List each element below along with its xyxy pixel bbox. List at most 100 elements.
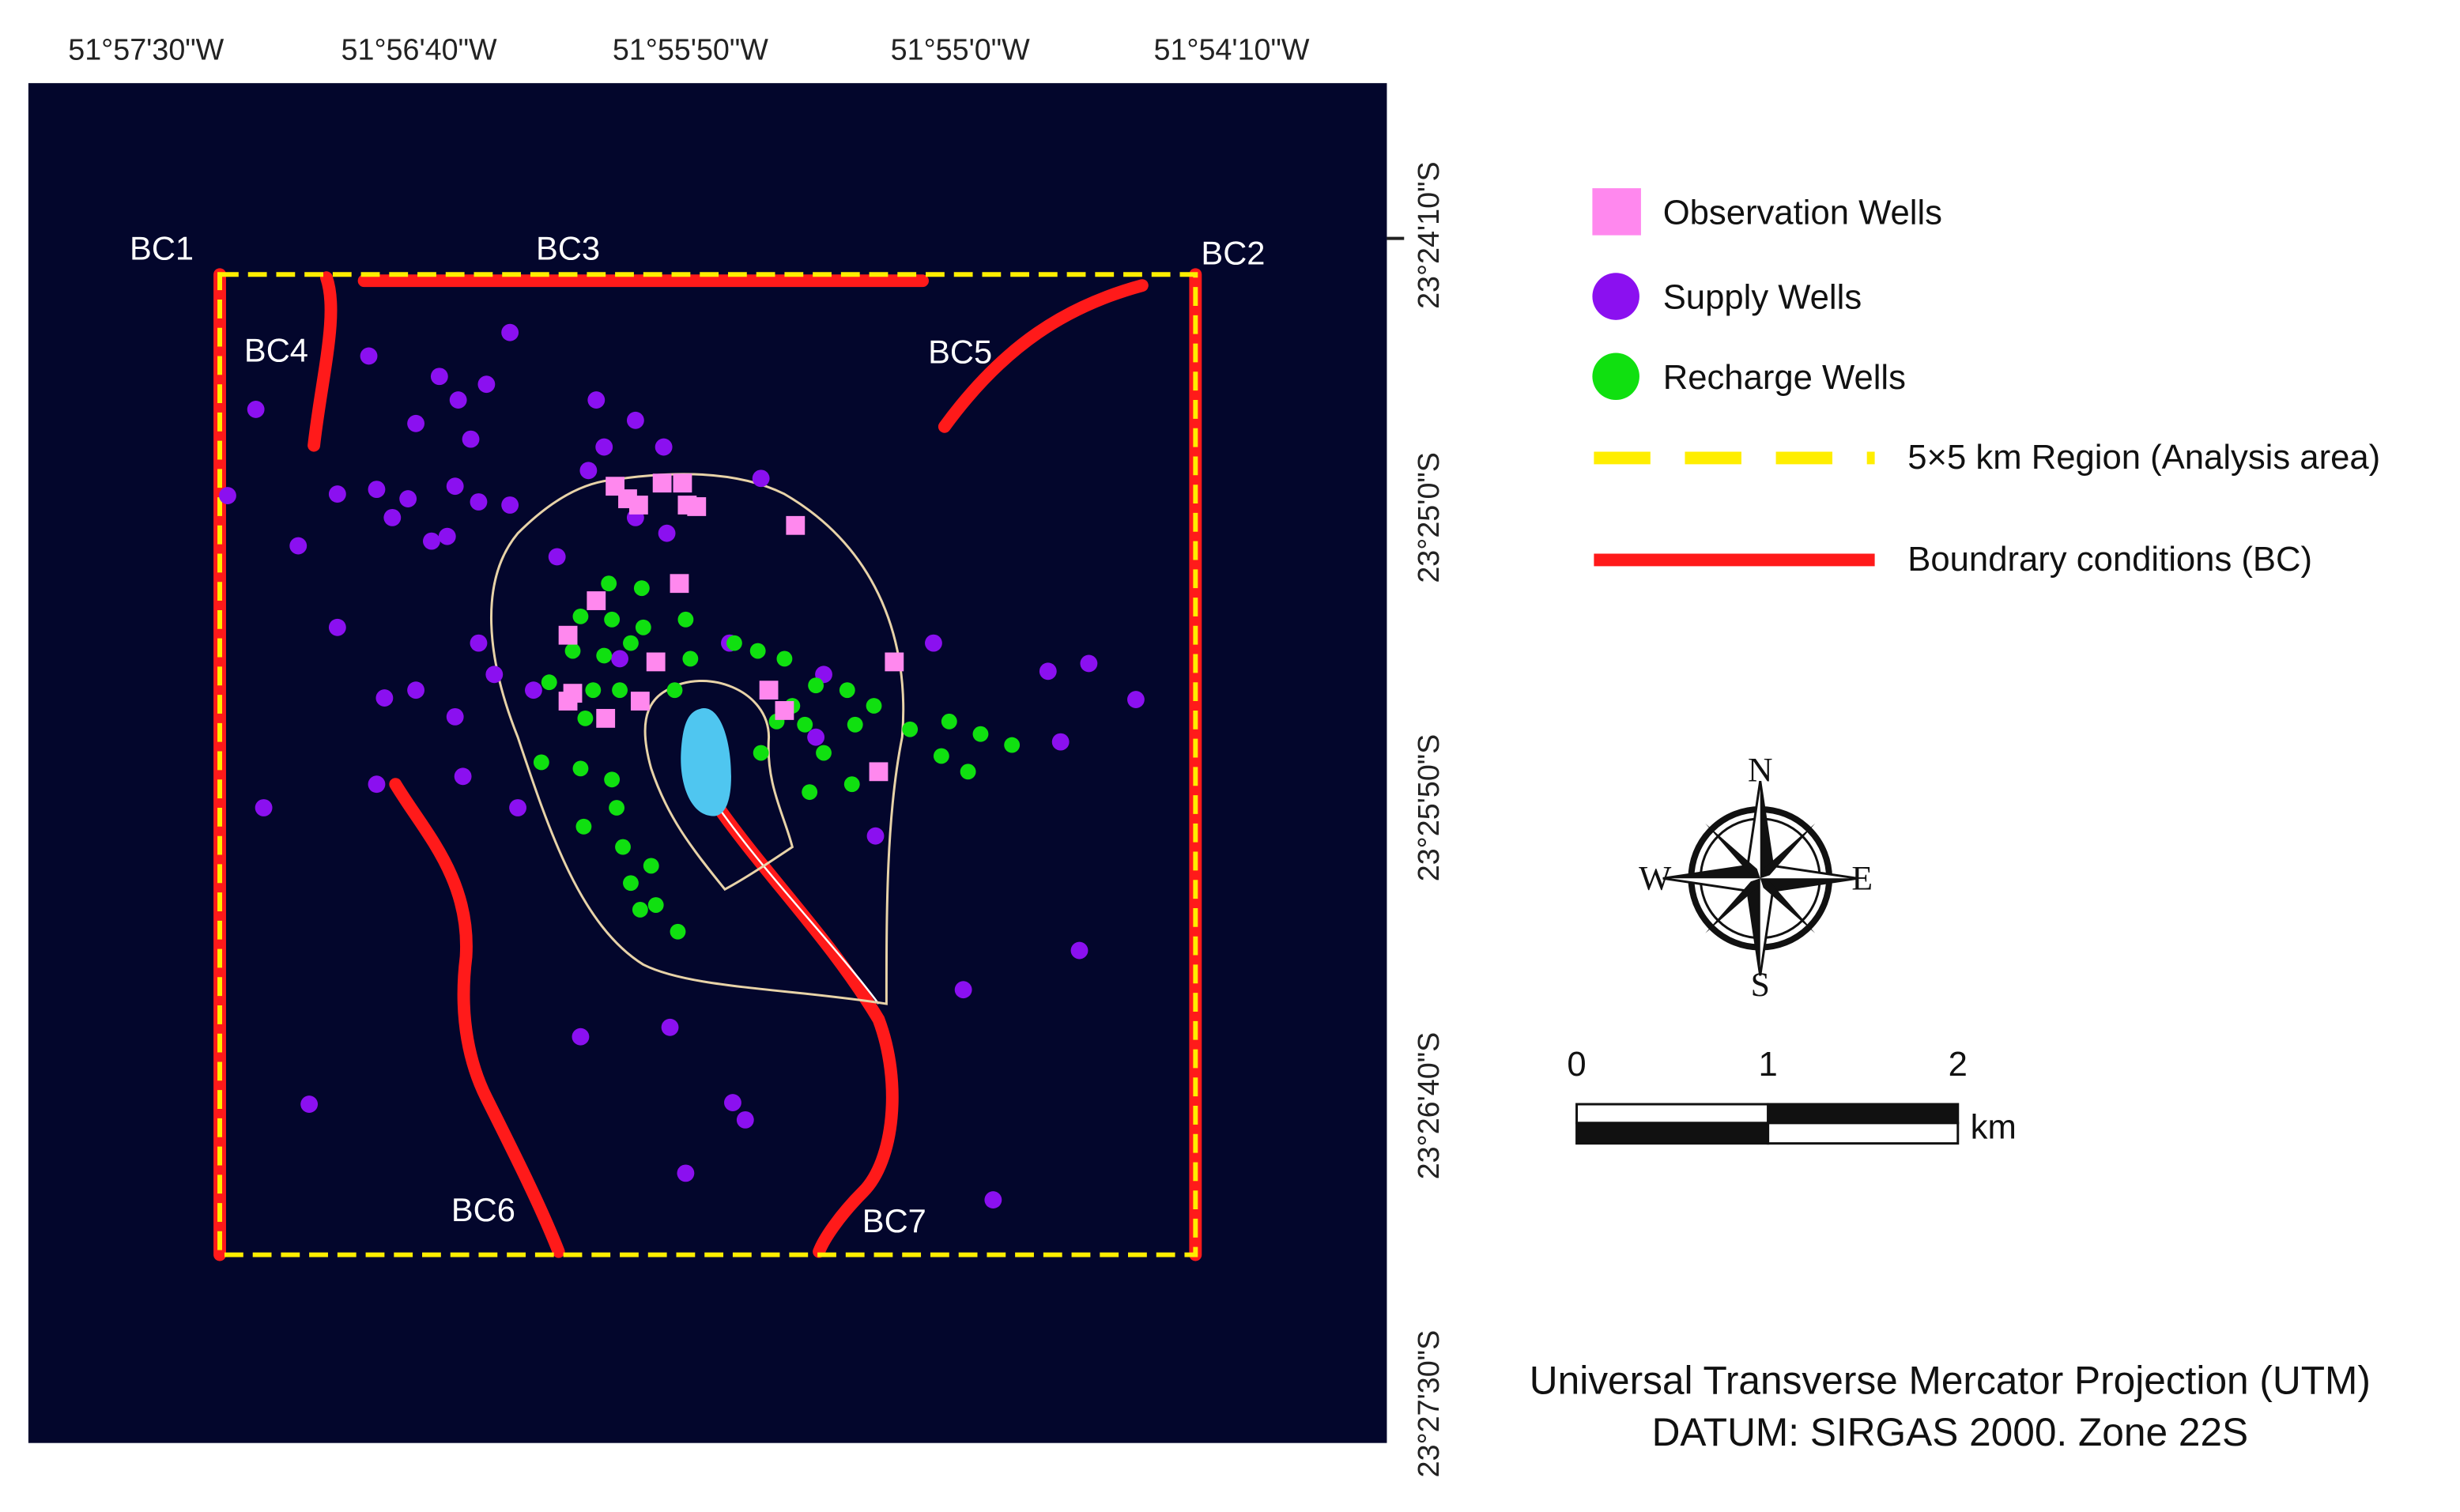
latitude-label: 23°27'30"S: [1412, 1330, 1445, 1478]
supply-well: [300, 1095, 319, 1113]
boundary-label: BC3: [536, 230, 600, 267]
recharge-well: [643, 858, 659, 874]
supply-well: [1070, 941, 1089, 960]
supply-well: [328, 618, 346, 636]
recharge-well: [843, 776, 860, 793]
legend-label: Boundrary conditions (BC): [1907, 540, 2312, 579]
supply-well: [477, 375, 496, 394]
compass-label: N: [1748, 751, 1773, 789]
recharge-well: [960, 764, 976, 780]
recharge-well: [808, 677, 824, 694]
supply-well: [485, 666, 504, 684]
legend-label: Observation Wells: [1663, 193, 1942, 232]
projection-note: DATUM: SIRGAS 2000. Zone 22S: [1652, 1410, 2249, 1454]
contour: [643, 679, 794, 892]
longitude-label: 51°55'50"W: [613, 32, 768, 66]
supply-well: [1127, 691, 1145, 708]
supply-well: [1051, 733, 1070, 751]
recharge-well: [749, 643, 766, 659]
recharge-well: [623, 635, 639, 651]
observation-well: [558, 625, 578, 645]
recharge-well: [564, 643, 581, 659]
recharge-well: [615, 839, 631, 855]
recharge-well: [902, 721, 919, 737]
observation-well: [652, 473, 672, 493]
legend-label: 5×5 km Region (Analysis area): [1907, 438, 2380, 477]
boundary-label: BC4: [244, 331, 308, 368]
latitude-label: 23°24'10"S: [1412, 161, 1445, 309]
recharge-well: [647, 897, 664, 913]
observation-well: [630, 692, 650, 711]
supply-well: [807, 728, 825, 746]
supply-well: [399, 490, 417, 507]
recharge-well: [972, 726, 989, 742]
recharge-well: [1004, 737, 1021, 753]
supply-well: [470, 493, 488, 511]
longitude-label: 51°55'0"W: [891, 32, 1030, 66]
recharge-well: [682, 650, 699, 667]
lake: [681, 708, 731, 816]
projection-note: Universal Transverse Mercator Projection…: [1530, 1358, 2371, 1402]
supply-well: [449, 391, 467, 409]
boundary-label: BC7: [862, 1202, 926, 1239]
supply-well: [736, 1110, 754, 1129]
supply-well: [1080, 654, 1098, 673]
scale-label: 2: [1949, 1045, 1968, 1084]
recharge-well: [585, 682, 602, 699]
recharge-well: [533, 754, 549, 771]
recharge-well: [572, 608, 589, 624]
supply-well: [368, 481, 386, 499]
supply-well: [360, 347, 378, 365]
longitude-label: 51°57'30"W: [68, 32, 224, 66]
observation-well: [786, 515, 806, 535]
recharge-well: [575, 818, 592, 835]
compass-label: W: [1639, 859, 1672, 897]
compass-label: E: [1851, 859, 1873, 897]
contour: [489, 473, 905, 1005]
observation-well: [687, 497, 707, 516]
observation-well: [596, 708, 616, 728]
boundary-label: BC6: [451, 1191, 515, 1228]
legend-symbol: [1592, 273, 1639, 320]
latitude-label: 23°26'40"S: [1412, 1032, 1445, 1180]
supply-well: [375, 689, 394, 707]
recharge-well: [670, 923, 686, 940]
scale-label: 1: [1759, 1045, 1778, 1084]
scale-label: 0: [1567, 1045, 1586, 1084]
supply-well: [454, 767, 472, 786]
supply-well: [368, 775, 386, 794]
observation-well: [885, 652, 904, 672]
recharge-well: [609, 800, 625, 816]
latitude-label: 23°25'0"S: [1412, 452, 1445, 583]
supply-well: [524, 681, 542, 699]
recharge-well: [601, 575, 617, 592]
recharge-well: [572, 760, 589, 777]
recharge-well: [726, 635, 742, 651]
supply-well: [954, 981, 972, 999]
scale-unit: km: [1971, 1107, 2017, 1146]
recharge-well: [797, 716, 813, 733]
supply-well: [611, 650, 628, 668]
legend-symbol: [1592, 353, 1639, 401]
boundary-label: BC5: [928, 333, 992, 370]
observation-well: [775, 701, 794, 720]
observation-well: [628, 496, 648, 515]
supply-well: [579, 462, 598, 480]
supply-well: [925, 634, 942, 652]
supply-well: [438, 527, 456, 545]
supply-well: [655, 438, 673, 456]
supply-well: [247, 401, 265, 418]
river: [718, 807, 880, 1005]
supply-well: [677, 1164, 695, 1182]
recharge-well: [604, 771, 621, 788]
supply-well: [984, 1191, 1002, 1209]
boundary-label: BC1: [130, 230, 194, 267]
observation-well: [670, 574, 689, 594]
supply-well: [626, 411, 644, 429]
recharge-well: [541, 674, 557, 691]
supply-well: [548, 548, 566, 566]
observation-well: [869, 762, 889, 782]
supply-well: [587, 391, 606, 409]
wells: [219, 323, 1145, 1209]
